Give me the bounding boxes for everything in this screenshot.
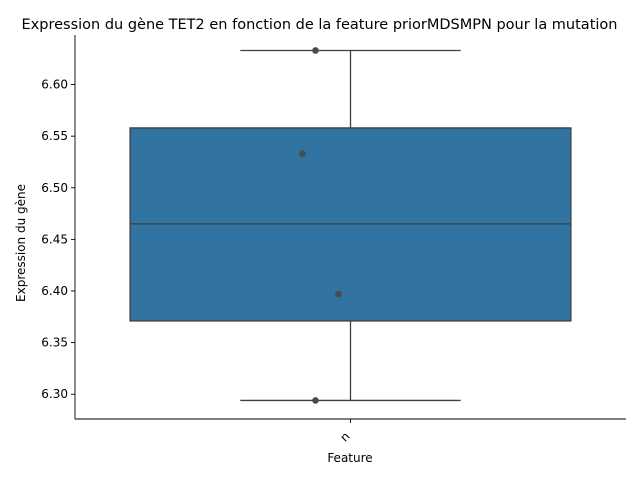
x-tick-label: n <box>337 429 352 444</box>
y-tick-label: 6.35 <box>41 336 68 350</box>
data-point <box>312 397 319 404</box>
y-tick-label: 6.45 <box>41 232 68 246</box>
chart-title: Expression du gène TET2 en fonction de l… <box>22 17 618 33</box>
y-tick-label: 6.50 <box>41 181 68 195</box>
data-point <box>299 150 306 158</box>
data-point <box>312 47 319 54</box>
y-tick-label: 6.55 <box>41 129 68 143</box>
y-tick-label: 6.40 <box>41 284 68 298</box>
x-axis-label: Feature <box>327 451 372 465</box>
y-axis-label: Expression du gène <box>14 184 28 302</box>
y-tick-label: 6.60 <box>41 78 68 92</box>
plot-area: 6.30 6.35 6.40 6.45 6.50 6.55 6.60 n <box>41 35 626 445</box>
y-tick-label: 6.30 <box>41 387 68 401</box>
data-point <box>335 290 342 298</box>
